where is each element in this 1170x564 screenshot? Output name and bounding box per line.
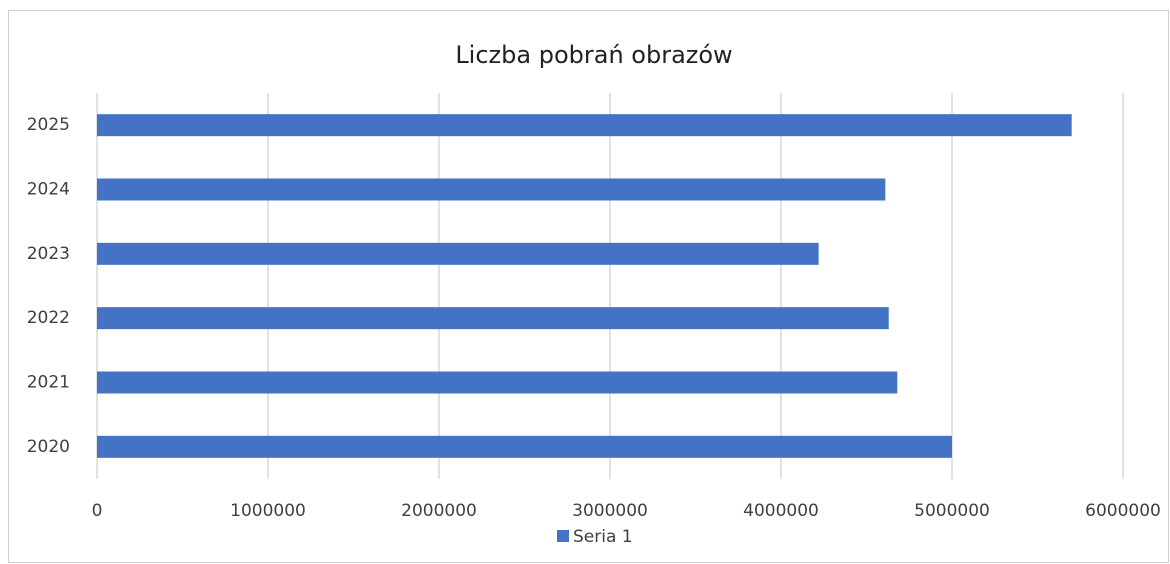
y-tick-label: 2024 xyxy=(27,180,70,200)
chart-frame xyxy=(8,10,1169,563)
bar xyxy=(97,371,898,394)
bar xyxy=(97,307,889,330)
y-tick-label: 2021 xyxy=(27,373,70,393)
x-tick-label: 1000000 xyxy=(230,501,306,521)
bar xyxy=(97,435,952,458)
x-tick-label: 0 xyxy=(92,501,103,521)
y-tick-label: 2020 xyxy=(27,437,70,457)
legend-label: Seria 1 xyxy=(573,527,633,547)
y-tick-label: 2023 xyxy=(27,244,70,264)
y-tick-label: 2022 xyxy=(27,308,70,328)
x-tick-label: 6000000 xyxy=(1085,501,1161,521)
y-tick-label: 2025 xyxy=(27,115,70,135)
x-tick-label: 2000000 xyxy=(401,501,477,521)
bar xyxy=(97,114,1072,137)
chart-title: Liczba pobrań obrazów xyxy=(455,41,732,69)
x-tick-label: 4000000 xyxy=(743,501,819,521)
bar xyxy=(97,178,886,201)
legend-swatch xyxy=(557,530,569,542)
x-tick-label: 5000000 xyxy=(914,501,990,521)
bar xyxy=(97,242,819,265)
x-tick-label: 3000000 xyxy=(572,501,648,521)
